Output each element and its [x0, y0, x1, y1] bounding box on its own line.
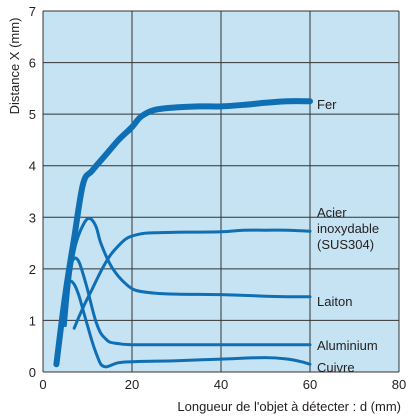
series-line-acier-inoxydable-sus304 — [72, 228, 312, 330]
y-tick-label-2: 2 — [29, 262, 36, 277]
series-label-aluminium: Aluminium — [317, 338, 378, 353]
x-axis-title: Longueur de l'objet à détecter : d (mm) — [177, 399, 401, 414]
y-tick-label-4: 4 — [29, 159, 36, 174]
series-label-cuivre: Cuivre — [317, 360, 355, 375]
y-tick-label-0: 0 — [29, 365, 36, 380]
x-tick-label-60: 60 — [303, 377, 317, 392]
y-tick-label-7: 7 — [29, 4, 36, 19]
series-label-acier-inoxydable-sus304-line-1: Acier — [317, 205, 347, 220]
y-tick-label-1: 1 — [29, 313, 36, 328]
series-layer — [53, 98, 313, 369]
y-axis-title: Distance X (mm) — [7, 18, 22, 115]
y-tick-label-6: 6 — [29, 56, 36, 71]
series-line-cuivre — [63, 279, 312, 369]
x-tick-label-40: 40 — [214, 377, 228, 392]
series-label-acier-inoxydable-sus304-line-3: (SUS304) — [317, 237, 374, 252]
series-label-fer: Fer — [317, 97, 337, 112]
y-tick-label-3: 3 — [29, 210, 36, 225]
series-line-fer — [53, 98, 313, 368]
x-tick-label-20: 20 — [125, 377, 139, 392]
series-label-laiton: Laiton — [317, 294, 352, 309]
x-tick-label-80: 80 — [392, 377, 406, 392]
series-line-laiton — [63, 216, 312, 328]
series-label-acier-inoxydable-sus304-line-2: inoxydable — [317, 221, 379, 236]
series-line-aluminium — [63, 256, 312, 347]
x-tick-label-0: 0 — [39, 377, 46, 392]
tick-labels: 0 20 40 60 80 0 1 2 3 4 5 6 7 — [29, 4, 406, 392]
y-tick-label-5: 5 — [29, 107, 36, 122]
